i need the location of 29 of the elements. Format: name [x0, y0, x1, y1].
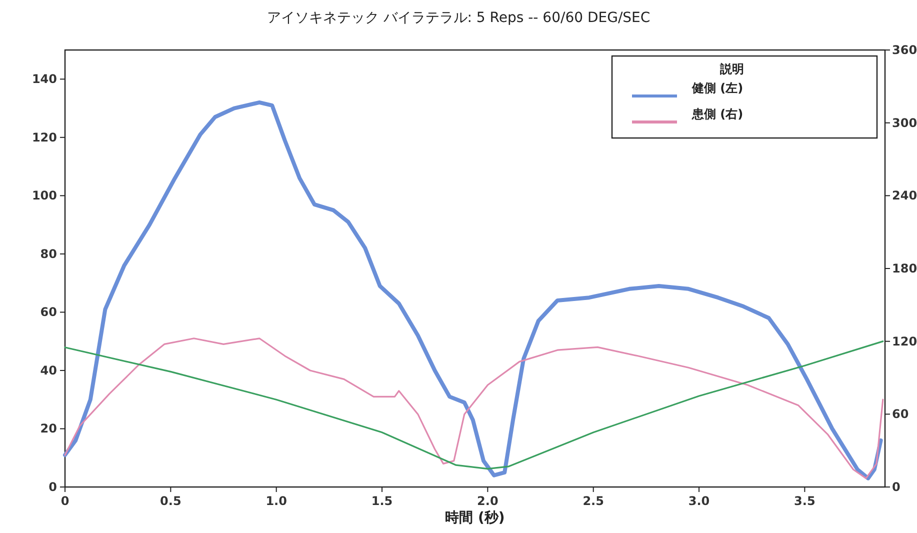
y2-tick-label: 60 [892, 407, 909, 422]
y-tick-label: 20 [40, 422, 57, 436]
y-tick-label: 80 [40, 246, 57, 261]
y2-tick-label: 240 [892, 188, 917, 203]
y-tick-label: 60 [40, 305, 57, 320]
y2-tick-label: 0 [892, 480, 900, 494]
legend-label: 患側 (右) [691, 107, 744, 121]
y-tick-label: 140 [32, 72, 57, 86]
x-tick-label: 0 [60, 494, 70, 508]
x-tick-label: 2.0 [477, 494, 498, 508]
x-tick-label: 0.5 [160, 494, 182, 508]
legend-title: 説明 [719, 62, 744, 76]
chart-title: アイソキネテック バイラテラル: 5 Reps -- 60/60 DEG/SEC [266, 10, 650, 26]
x-tick-label: 3.5 [794, 494, 816, 508]
legend-label: 健側 (左) [691, 81, 744, 95]
y2-tick-label: 120 [892, 334, 917, 348]
y-tick-label: 100 [32, 188, 57, 203]
y2-tick-label: 180 [892, 262, 917, 276]
y-tick-label: 120 [32, 130, 57, 144]
x-tick-label: 1.0 [266, 494, 287, 508]
y-tick-label: 40 [40, 363, 57, 378]
y-tick-label: 0 [48, 480, 57, 494]
x-tick-label: 3.0 [688, 494, 710, 508]
x-tick-label: 1.5 [371, 494, 393, 508]
line-series [63, 100, 883, 480]
x-axis-title: 時間 (秒) [445, 510, 505, 526]
x-tick-label: 2.5 [582, 494, 604, 508]
y2-tick-label: 300 [892, 116, 917, 130]
y2-tick-label: 360 [892, 43, 917, 57]
